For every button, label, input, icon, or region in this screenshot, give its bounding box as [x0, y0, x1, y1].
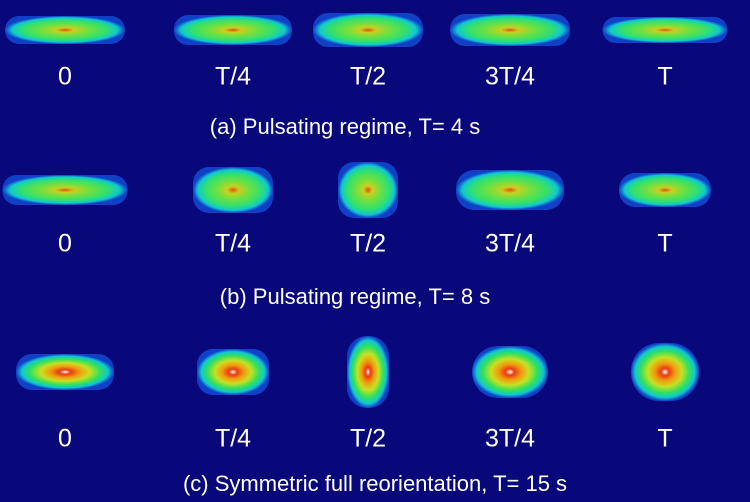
frame-label: T/4: [215, 230, 251, 258]
frame-label: T/2: [350, 63, 386, 91]
frame-label: 0: [58, 230, 72, 258]
heatmap-blob: [602, 17, 728, 43]
frame-label: T: [657, 230, 672, 258]
heatmap-blob: [619, 173, 711, 207]
frame-label: 3T/4: [485, 63, 535, 91]
heatmap-blob: [338, 162, 398, 218]
frame-label: T/2: [350, 230, 386, 258]
frame-label: 0: [58, 63, 72, 91]
frame-label: T: [657, 63, 672, 91]
row-caption: (c) Symmetric full reorientation, T= 15 …: [183, 471, 567, 496]
heatmap-blob: [347, 336, 389, 408]
frame-label: T/4: [215, 425, 251, 453]
frame-label: 0: [58, 425, 72, 453]
heatmap-blob: [472, 346, 548, 398]
heatmap-blob: [5, 16, 125, 44]
frame-label: T: [657, 425, 672, 453]
heatmap-blob: [197, 349, 269, 395]
heatmap-blob: [313, 13, 423, 47]
heatmap-blob: [16, 354, 114, 390]
heatmap-blob: [2, 175, 128, 205]
frame-label: T/2: [350, 425, 386, 453]
heatmap-frames: [2, 13, 728, 408]
frame-label: 3T/4: [485, 425, 535, 453]
frame-label: 3T/4: [485, 230, 535, 258]
heatmap-blob: [193, 167, 273, 213]
heatmap-blob: [631, 343, 699, 401]
row-caption: (a) Pulsating regime, T= 4 s: [210, 114, 480, 139]
heatmap-blob: [174, 15, 292, 45]
row-caption: (b) Pulsating regime, T= 8 s: [220, 284, 490, 309]
heatmap-blob: [456, 170, 564, 210]
heatmap-blob: [450, 14, 570, 46]
frame-label: T/4: [215, 63, 251, 91]
